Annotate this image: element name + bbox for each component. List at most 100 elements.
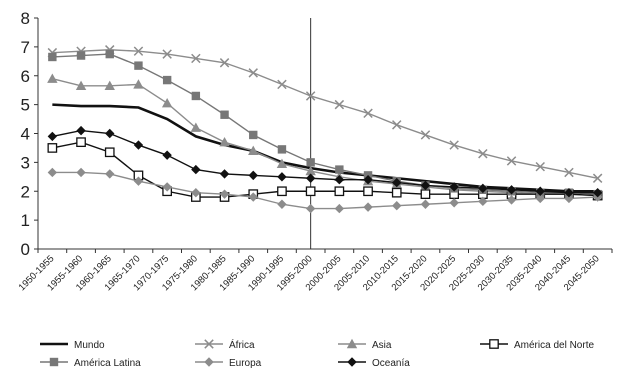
data-point — [134, 61, 143, 70]
data-point — [76, 125, 86, 136]
legend-item-africa: África — [195, 338, 255, 351]
data-point — [133, 140, 144, 150]
data-point — [420, 130, 431, 140]
data-point — [277, 172, 287, 182]
legend-label: América del Norte — [514, 340, 594, 351]
data-point — [363, 186, 373, 197]
data-point — [248, 145, 259, 156]
series-mundo — [52, 103, 598, 193]
data-point — [248, 170, 258, 181]
data-point — [535, 186, 545, 196]
y-tick-label: 3 — [21, 153, 30, 172]
data-point — [248, 192, 258, 202]
data-point — [392, 120, 402, 130]
data-point — [47, 167, 58, 178]
data-point — [162, 49, 172, 59]
data-point — [305, 91, 316, 101]
data-point — [219, 169, 230, 179]
data-point — [506, 156, 517, 166]
legend-swatch-marker — [489, 339, 499, 349]
legend-item-america-del-norte: América del Norte — [480, 339, 594, 351]
data-point — [219, 189, 230, 199]
legend-item-america-latina: América Latina — [40, 357, 141, 369]
legend-item-europa: Europa — [195, 357, 262, 369]
data-point — [391, 187, 402, 198]
data-point — [564, 187, 574, 198]
data-point — [363, 175, 373, 185]
data-point — [420, 199, 431, 209]
data-point — [363, 202, 373, 212]
data-point — [133, 46, 144, 56]
data-point — [392, 177, 402, 188]
legend-item-oceania: Oceanía — [338, 357, 410, 369]
data-point — [506, 195, 517, 205]
data-point — [535, 193, 545, 204]
data-point — [478, 183, 488, 194]
data-point — [305, 165, 316, 176]
y-tick-label: 6 — [21, 67, 30, 86]
data-point — [478, 196, 488, 207]
data-point — [191, 164, 201, 175]
data-point — [191, 91, 201, 101]
data-point — [249, 130, 258, 140]
data-point — [104, 80, 115, 91]
data-point — [564, 193, 574, 204]
data-point — [535, 161, 545, 172]
data-point — [161, 97, 173, 108]
series-layer — [47, 45, 603, 214]
data-point — [47, 73, 58, 83]
y-tick-label: 8 — [21, 9, 30, 28]
series-america-latina — [48, 49, 602, 199]
series-line — [52, 171, 598, 210]
data-point — [305, 173, 316, 183]
data-point — [277, 145, 287, 154]
legend-swatch-marker — [204, 339, 214, 349]
data-point — [48, 52, 57, 62]
data-point — [220, 110, 229, 119]
data-point — [305, 186, 316, 197]
legend-label: África — [229, 338, 255, 351]
data-point — [105, 128, 115, 139]
data-point — [392, 200, 402, 211]
data-point — [105, 49, 114, 59]
data-point — [449, 140, 459, 150]
data-point — [191, 187, 201, 198]
legend-item-mundo: Mundo — [40, 340, 105, 351]
data-point — [564, 167, 574, 178]
data-point — [335, 165, 344, 174]
data-point — [478, 148, 488, 159]
data-point — [191, 53, 201, 64]
series-oceania — [47, 125, 603, 198]
data-point — [47, 143, 58, 153]
data-point — [248, 68, 258, 78]
data-point — [334, 99, 345, 110]
series-line — [52, 49, 598, 179]
data-point — [277, 79, 287, 90]
data-point — [334, 186, 345, 197]
series-asia — [47, 73, 603, 200]
data-point — [133, 176, 144, 186]
data-point — [75, 80, 87, 91]
data-point — [420, 180, 431, 191]
series-line — [52, 129, 598, 194]
data-point — [76, 167, 86, 178]
legend-swatch-marker — [346, 338, 358, 349]
data-point — [277, 186, 287, 197]
legend-label: Asia — [372, 340, 392, 351]
data-point — [104, 147, 115, 158]
data-point — [162, 182, 172, 192]
data-point — [76, 137, 86, 148]
legend-swatch-marker — [204, 357, 214, 367]
y-tick-label: 1 — [21, 211, 30, 230]
series-europa — [47, 167, 603, 214]
legend-swatch-marker — [49, 357, 59, 367]
data-point — [334, 203, 345, 214]
data-point — [162, 75, 172, 85]
y-tick-label: 7 — [21, 38, 30, 57]
data-point — [190, 122, 202, 132]
data-point — [277, 199, 287, 209]
data-point — [47, 131, 58, 142]
legend-item-asia: Asia — [338, 338, 392, 351]
data-point — [449, 198, 459, 208]
